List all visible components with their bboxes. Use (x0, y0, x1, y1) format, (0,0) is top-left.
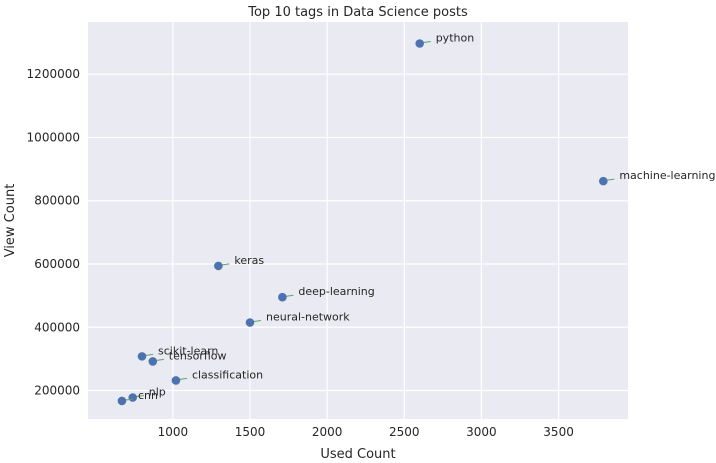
leader-line (136, 394, 144, 397)
data-point-neural-network: neural-network (245, 311, 350, 327)
leader-line (222, 263, 230, 266)
leader-line (179, 377, 188, 380)
point-label: nlp (149, 385, 166, 398)
leader-line (156, 358, 164, 361)
point-label: tensorflow (169, 349, 227, 362)
data-point-machine-learning: machine-learning (599, 169, 715, 186)
leader-line (286, 294, 294, 297)
point-marker (148, 357, 158, 366)
chart-title: Top 10 tags in Data Science posts (247, 5, 468, 20)
x-tick-label: 1000 (158, 425, 189, 439)
point-marker (137, 352, 147, 361)
x-tick-label: 2500 (389, 425, 420, 439)
data-point-python: python (415, 32, 474, 48)
point-label: python (436, 32, 475, 45)
leader-line (125, 398, 134, 401)
point-label: neural-network (266, 311, 350, 324)
x-tick-label: 2000 (312, 425, 343, 439)
y-tick-label: 1000000 (27, 130, 80, 144)
y-tick-label: 800000 (34, 194, 80, 208)
point-label: scikit-learn (158, 344, 218, 357)
point-marker (415, 39, 425, 48)
leader-line (423, 41, 431, 44)
data-point-cnn: cnn (117, 389, 158, 406)
point-label: keras (234, 254, 264, 267)
point-label: machine-learning (619, 169, 715, 182)
data-point-scikit-learn: scikit-learn (137, 344, 218, 361)
point-marker (214, 261, 223, 271)
data-point-classification: classification (171, 368, 263, 385)
data-points: python machine-learning keras deep-learning… (117, 32, 715, 406)
data-point-tensorflow: tensorflow (148, 349, 227, 366)
y-axis-label: View Count (3, 184, 18, 258)
point-marker (278, 292, 287, 302)
point-marker (128, 393, 138, 402)
leader-line (145, 353, 154, 356)
y-tick-label: 1200000 (27, 67, 80, 81)
y-tick-label: 400000 (34, 320, 80, 334)
point-label: deep-learning (298, 285, 374, 298)
point-marker (245, 318, 255, 327)
x-tick-label: 3500 (543, 425, 574, 439)
plot-area (88, 22, 628, 419)
point-label: classification (192, 368, 263, 381)
x-tick-label: 3000 (466, 425, 497, 439)
point-label: cnn (138, 389, 158, 402)
point-marker (117, 396, 127, 406)
point-marker (171, 376, 181, 385)
y-tick-label: 600000 (34, 257, 80, 271)
x-axis-label: Used Count (320, 447, 395, 462)
tick-labels: 1000 1500 2000 2500 3000 3500 200000 400000 6000… (27, 67, 574, 439)
y-tick-label: 200000 (34, 384, 80, 398)
point-marker (599, 176, 608, 186)
data-point-keras: keras (214, 254, 264, 271)
data-point-deep-learning: deep-learning (278, 285, 375, 302)
leader-line (253, 320, 262, 323)
x-tick-label: 1500 (235, 425, 266, 439)
grid-lines (88, 22, 628, 419)
leader-line (607, 178, 615, 181)
